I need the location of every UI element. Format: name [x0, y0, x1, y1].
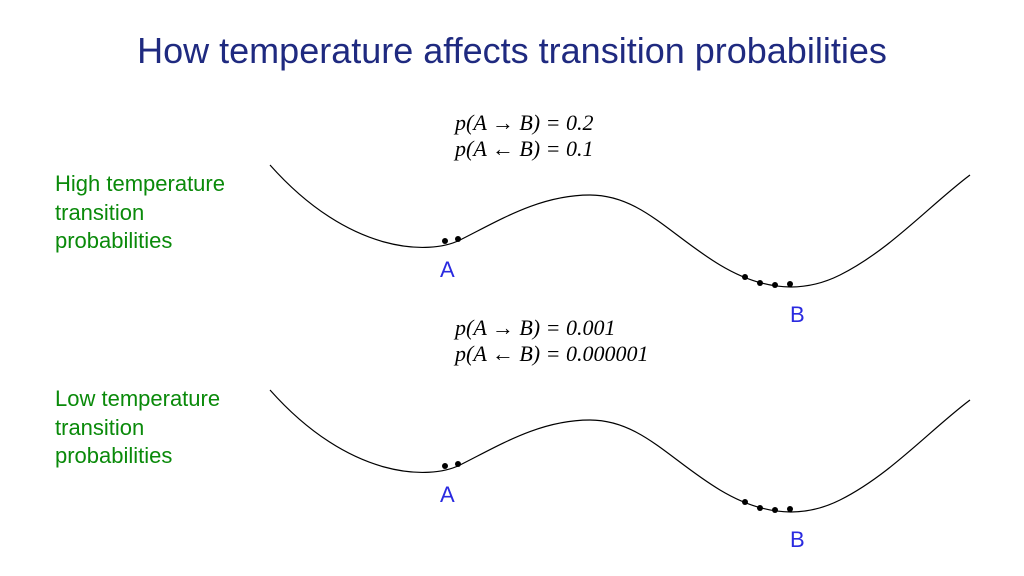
slide-title: How temperature affects transition proba…: [0, 30, 1024, 72]
particle-dot: [742, 499, 748, 505]
particle-dot: [442, 463, 448, 469]
well-label-a: A: [440, 257, 455, 282]
well-label-b: B: [790, 302, 805, 325]
energy-curve-high: AB: [250, 145, 990, 325]
energy-curve-low: AB: [250, 370, 990, 550]
particle-dot: [772, 507, 778, 513]
energy-curve-path: [270, 390, 970, 512]
slide: { "title": { "text": "How temperature af…: [0, 0, 1024, 576]
high-temp-label: High temperaturetransitionprobabilities: [55, 170, 225, 256]
particle-dot: [455, 236, 461, 242]
eq-low-1: p(A → B) = 0.001: [455, 315, 648, 341]
eq-low-2: p(A ← B) = 0.000001: [455, 341, 648, 367]
particle-dot: [787, 506, 793, 512]
particle-dot: [787, 281, 793, 287]
particle-dot: [742, 274, 748, 280]
particle-dot: [772, 282, 778, 288]
particle-dot: [757, 280, 763, 286]
energy-curve-path: [270, 165, 970, 287]
particle-dot: [442, 238, 448, 244]
low-temp-label: Low temperaturetransitionprobabilities: [55, 385, 220, 471]
low-temp-equations: p(A → B) = 0.001 p(A ← B) = 0.000001: [455, 315, 648, 367]
eq-high-1: p(A → B) = 0.2: [455, 110, 593, 136]
well-label-b: B: [790, 527, 805, 550]
particle-dot: [757, 505, 763, 511]
well-label-a: A: [440, 482, 455, 507]
particle-dot: [455, 461, 461, 467]
